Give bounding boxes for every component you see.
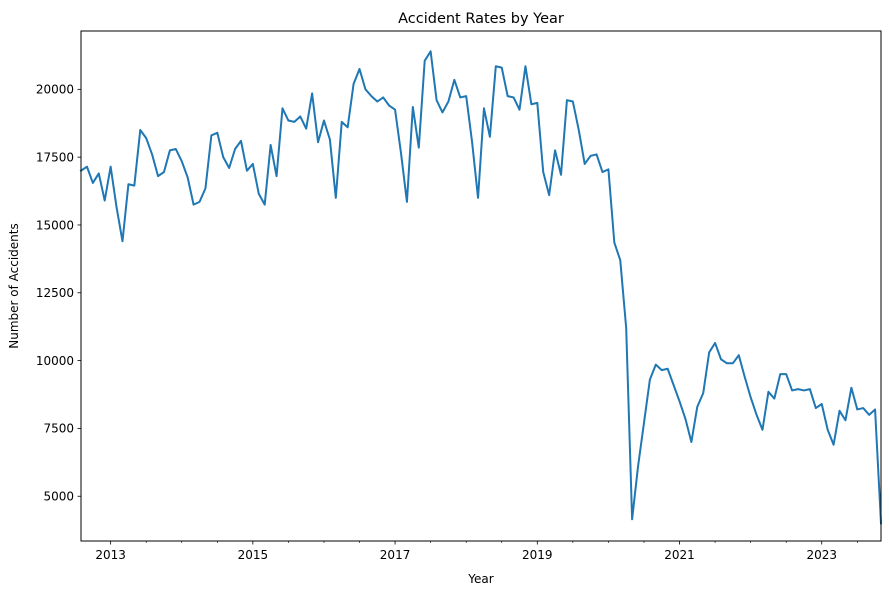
y-tick-label: 15000 (36, 218, 74, 232)
y-axis-label: Number of Accidents (7, 223, 21, 349)
y-tick-label: 12500 (36, 286, 74, 300)
y-axis: 5000 7500 10000 12500 15000 17500 20000 (36, 83, 81, 504)
plot-area (79, 50, 883, 525)
x-tick-label: 2021 (664, 548, 695, 562)
y-tick-label: 7500 (43, 422, 74, 436)
x-tick-label: 2013 (95, 548, 126, 562)
plot-frame (80, 30, 882, 542)
x-axis-label: Year (467, 572, 493, 586)
y-tick-label: 20000 (36, 83, 74, 97)
series-line-accidents (79, 50, 883, 525)
x-axis: 2013 2015 2017 2019 2021 2023 (95, 541, 858, 562)
x-tick-label: 2023 (806, 548, 837, 562)
chart-title: Accident Rates by Year (398, 11, 564, 27)
x-tick-label: 2019 (522, 548, 553, 562)
y-tick-label: 5000 (43, 490, 74, 504)
x-tick-label: 2017 (380, 548, 411, 562)
y-tick-label: 17500 (36, 150, 74, 164)
y-tick-label: 10000 (36, 354, 74, 368)
x-tick-label: 2015 (238, 548, 269, 562)
